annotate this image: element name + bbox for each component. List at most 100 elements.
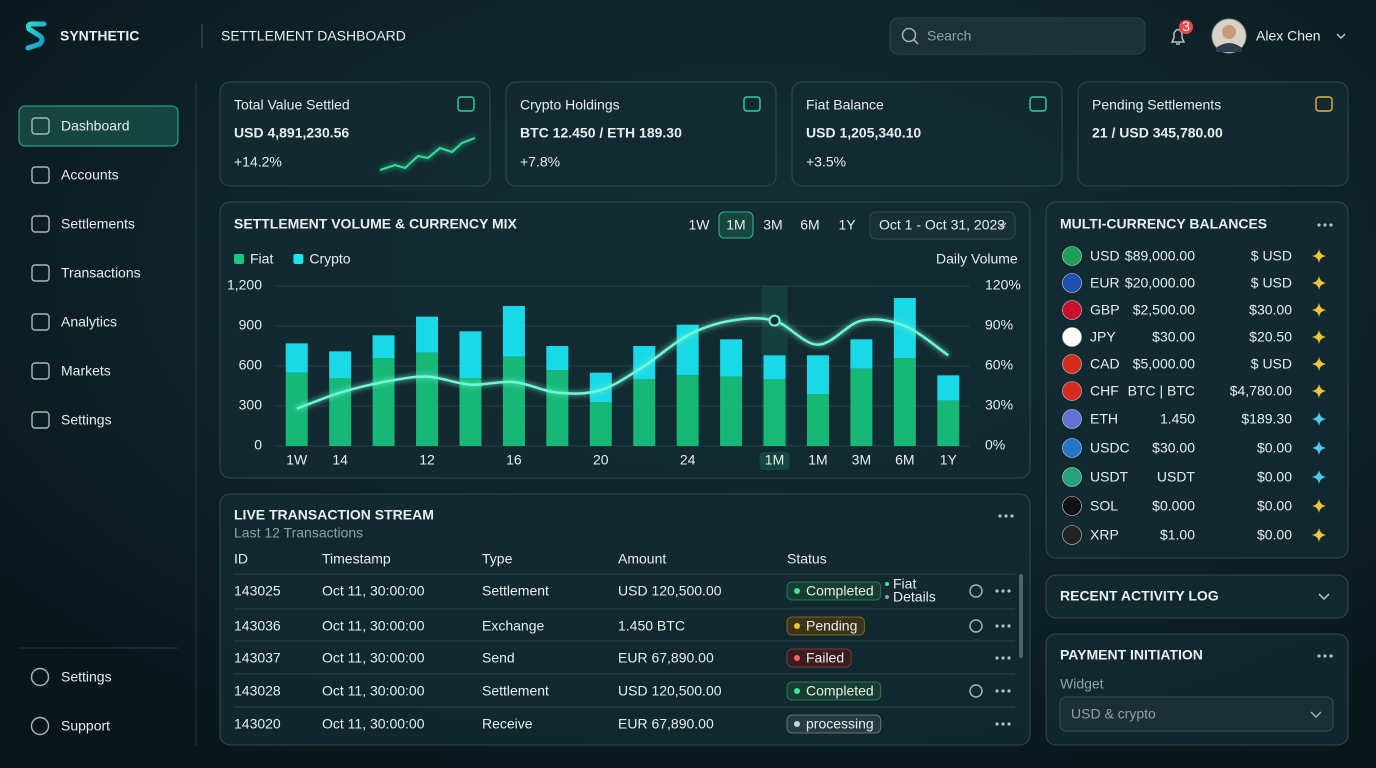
y-tick-label: 0 bbox=[254, 437, 262, 453]
more-dot[interactable] bbox=[1001, 722, 1005, 726]
nav-footer-item[interactable]: Settings bbox=[61, 669, 112, 685]
status-text: Completed bbox=[806, 583, 874, 599]
more-dot[interactable] bbox=[1007, 722, 1011, 726]
range-button[interactable]: 3M bbox=[763, 217, 782, 233]
nav-item[interactable]: Dashboard bbox=[61, 118, 130, 134]
more-dot[interactable] bbox=[1007, 656, 1011, 660]
more-dot[interactable] bbox=[1329, 654, 1333, 658]
currency-secondary: $0.00 bbox=[1257, 527, 1292, 543]
nav-item[interactable]: Settings bbox=[61, 412, 112, 428]
cell: 1.450 BTC bbox=[618, 618, 685, 634]
nav-icon bbox=[31, 215, 50, 233]
more-dot[interactable] bbox=[995, 689, 999, 693]
cell: EUR 67,890.00 bbox=[618, 716, 714, 732]
sparkle-icon bbox=[1312, 528, 1326, 542]
x-tick-label: 1W bbox=[286, 452, 308, 468]
search-placeholder: Search bbox=[927, 28, 971, 44]
bar bbox=[372, 358, 395, 446]
activity-panel[interactable] bbox=[1045, 574, 1349, 619]
payment-select-chevron bbox=[1310, 711, 1322, 719]
nav-icon bbox=[31, 166, 50, 184]
x-tick-label: 12 bbox=[419, 452, 435, 468]
cell: Oct 11, 30:00:00 bbox=[322, 683, 425, 699]
currency-amount: $89,000.00 bbox=[1125, 248, 1195, 264]
payment-title: PAYMENT INITIATION bbox=[1060, 647, 1203, 663]
range-active[interactable] bbox=[718, 211, 754, 239]
nav-item[interactable]: Transactions bbox=[61, 265, 141, 281]
currency-icon bbox=[1062, 525, 1082, 545]
more-dot[interactable] bbox=[1007, 589, 1011, 593]
range-button[interactable]: 1M bbox=[726, 217, 745, 233]
row-action-icon[interactable] bbox=[969, 584, 983, 598]
more-dot[interactable] bbox=[1007, 624, 1011, 628]
status-pill bbox=[786, 648, 852, 668]
payment-label: Widget bbox=[1060, 676, 1104, 692]
currency-secondary: $ USD bbox=[1251, 248, 1292, 264]
y-tick-label: 1,200 bbox=[227, 277, 262, 293]
currency-amount: USDT bbox=[1157, 469, 1196, 485]
more-dot[interactable] bbox=[998, 514, 1002, 518]
nav-icon bbox=[31, 117, 50, 135]
status-note: Details bbox=[893, 589, 936, 605]
more-dot[interactable] bbox=[995, 722, 999, 726]
currency-icon bbox=[1062, 300, 1082, 320]
currency-icon bbox=[1062, 273, 1082, 293]
more-dot[interactable] bbox=[1004, 514, 1008, 518]
more-dot[interactable] bbox=[1010, 514, 1014, 518]
cell: Send bbox=[482, 650, 515, 666]
x-tick-label: 20 bbox=[593, 452, 609, 468]
sparkle-icon bbox=[1312, 499, 1326, 513]
nav-item[interactable]: Markets bbox=[61, 363, 111, 379]
cell: 143020 bbox=[234, 716, 281, 732]
status-icon bbox=[794, 623, 800, 629]
card-change: +14.2% bbox=[234, 154, 282, 170]
more-dot[interactable] bbox=[1323, 654, 1327, 658]
currency-amount: $30.00 bbox=[1152, 329, 1195, 345]
more-dot[interactable] bbox=[1007, 689, 1011, 693]
nav-footer-item[interactable]: Support bbox=[61, 718, 110, 734]
legend-label: Fiat bbox=[250, 251, 273, 267]
status-text: processing bbox=[806, 716, 874, 732]
range-button[interactable]: 6M bbox=[800, 217, 819, 233]
date-range-select[interactable] bbox=[869, 211, 1016, 240]
bar bbox=[459, 331, 482, 378]
cell: Oct 11, 30:00:00 bbox=[322, 583, 425, 599]
more-dot[interactable] bbox=[995, 656, 999, 660]
range-button[interactable]: 1W bbox=[689, 217, 711, 233]
user-menu-chevron[interactable] bbox=[1336, 33, 1346, 40]
y-tick-label: 300 bbox=[239, 397, 263, 413]
card-label: Crypto Holdings bbox=[520, 97, 620, 113]
payment-select[interactable] bbox=[1059, 696, 1334, 732]
more-dot[interactable] bbox=[1001, 589, 1005, 593]
more-dot[interactable] bbox=[1317, 223, 1321, 227]
bar bbox=[850, 339, 873, 369]
sparkle-icon bbox=[1312, 441, 1326, 455]
notifications-icon[interactable] bbox=[1170, 28, 1186, 45]
more-dot[interactable] bbox=[995, 624, 999, 628]
bar bbox=[502, 356, 525, 446]
more-dot[interactable] bbox=[1001, 689, 1005, 693]
more-dot[interactable] bbox=[1323, 223, 1327, 227]
more-dot[interactable] bbox=[1317, 654, 1321, 658]
row-action-icon[interactable] bbox=[969, 619, 983, 633]
column-header: ID bbox=[234, 551, 248, 567]
range-button[interactable]: 1Y bbox=[838, 217, 856, 233]
row-action-icon[interactable] bbox=[969, 684, 983, 698]
nav-item[interactable]: Settlements bbox=[61, 216, 135, 232]
more-dot[interactable] bbox=[995, 589, 999, 593]
cell: Settlement bbox=[482, 683, 549, 699]
currency-secondary: $30.00 bbox=[1249, 302, 1292, 318]
nav-item[interactable]: Analytics bbox=[61, 314, 117, 330]
status-text: Failed bbox=[806, 650, 844, 666]
search-box[interactable] bbox=[889, 17, 1146, 55]
card-icon bbox=[743, 96, 761, 112]
legend-swatch bbox=[293, 254, 304, 264]
cell: Oct 11, 30:00:00 bbox=[322, 618, 425, 634]
more-dot[interactable] bbox=[1329, 223, 1333, 227]
more-dot[interactable] bbox=[1001, 624, 1005, 628]
nav-item[interactable]: Accounts bbox=[61, 167, 119, 183]
more-dot[interactable] bbox=[1001, 656, 1005, 660]
currency-code: ETH bbox=[1090, 411, 1118, 427]
scrollbar[interactable] bbox=[1019, 574, 1023, 658]
logo bbox=[25, 21, 47, 51]
